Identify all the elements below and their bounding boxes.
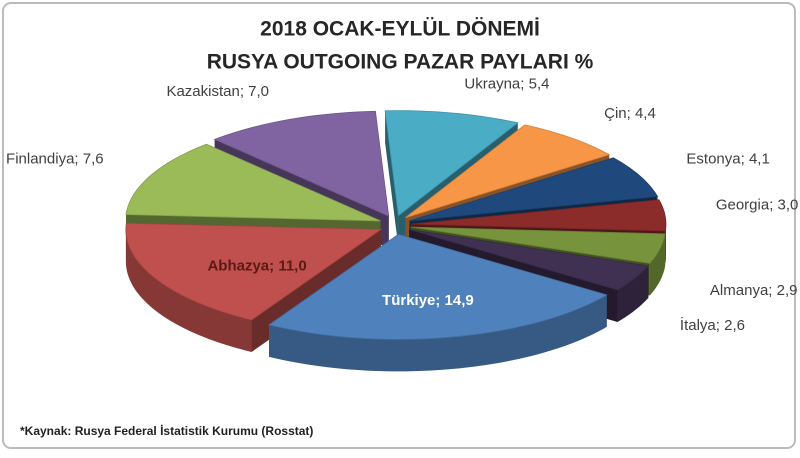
slice-side xyxy=(617,265,649,323)
slice-top xyxy=(410,199,667,232)
slice-top xyxy=(213,110,390,217)
data-label: Abhazya; 11,0 xyxy=(207,258,306,275)
footnote: *Kaynak: Rusya Federal İstatistik Kurumu… xyxy=(20,423,313,438)
data-label: İtalya; 2,6 xyxy=(680,316,745,334)
slice xyxy=(268,233,608,372)
slice-side xyxy=(269,294,607,372)
slice-top xyxy=(268,233,608,340)
chart-title: 2018 OCAK-EYLÜL DÖNEMİ xyxy=(260,18,540,41)
chart-subtitle: RUSYA OUTGOING PAZAR PAYLARI % xyxy=(207,51,594,74)
slice-top xyxy=(409,229,650,291)
slice-top xyxy=(410,226,666,264)
slice-top xyxy=(125,143,381,222)
slice-top xyxy=(409,157,659,222)
data-label: Georgia; 3,0 xyxy=(716,196,799,213)
slice-top xyxy=(405,124,611,219)
data-label: Estonya; 4,1 xyxy=(686,150,769,167)
data-label: Finlandiya; 7,6 xyxy=(6,150,104,167)
data-label: Türkiye; 14,9 xyxy=(382,292,474,309)
slice-wall xyxy=(385,110,399,248)
slice-side xyxy=(125,229,252,353)
slice-top xyxy=(125,222,383,321)
pie: Ukrayna; 5,4 Çin; 4,4 Estonya; 4,1 Georgia;… xyxy=(6,76,798,372)
data-label: Almanya; 2,9 xyxy=(710,282,798,299)
data-label: Çin; 4,4 xyxy=(604,105,656,122)
slice-top xyxy=(384,110,519,217)
data-label: Ukrayna; 5,4 xyxy=(464,76,549,93)
data-label: Kazakistan; 7,0 xyxy=(166,83,269,100)
slice-side xyxy=(665,224,666,264)
slice-side xyxy=(649,233,666,296)
